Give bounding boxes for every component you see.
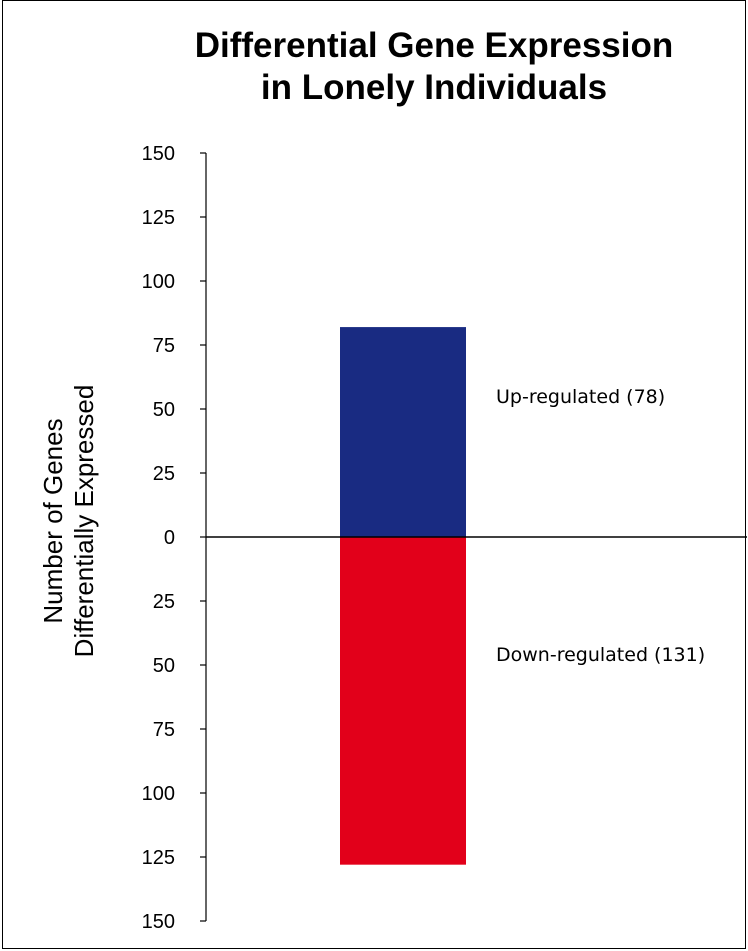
y-tick-label: 100 — [142, 783, 175, 805]
chart-title-line-1: Differential Gene Expression — [195, 26, 673, 65]
chart-title-line-2: in Lonely Individuals — [261, 68, 607, 107]
y-tick-label: 75 — [153, 719, 175, 741]
bar-up-regulated — [340, 327, 466, 537]
y-axis-label-line-2: Differentially Expressed — [69, 385, 99, 658]
y-tick-label: 25 — [153, 591, 175, 613]
y-tick-label: 150 — [142, 911, 175, 933]
y-tick-label: 25 — [153, 463, 175, 485]
y-tick-label: 125 — [142, 847, 175, 869]
y-tick-label: 0 — [164, 527, 175, 549]
y-tick-label: 50 — [153, 655, 175, 677]
y-axis-label-line-1: Number of Genes — [38, 418, 68, 623]
y-tick-label: 75 — [153, 335, 175, 357]
y-axis-label: Number of Genes Differentially Expressed — [38, 385, 99, 658]
plot-area: 150 125 100 75 50 25 0 25 50 75 100 125 150 Up-regula… — [142, 143, 747, 933]
annotation-down-regulated: Down-regulated (131) — [496, 644, 705, 666]
y-tick-label: 150 — [142, 143, 175, 165]
chart-svg: Differential Gene Expression in Lonely I… — [38, 26, 747, 933]
y-tick-label: 50 — [153, 399, 175, 421]
y-tick-label: 125 — [142, 207, 175, 229]
annotation-up-regulated: Up-regulated (78) — [496, 386, 665, 408]
bar-down-regulated — [340, 537, 466, 865]
y-tick-label: 100 — [142, 271, 175, 293]
